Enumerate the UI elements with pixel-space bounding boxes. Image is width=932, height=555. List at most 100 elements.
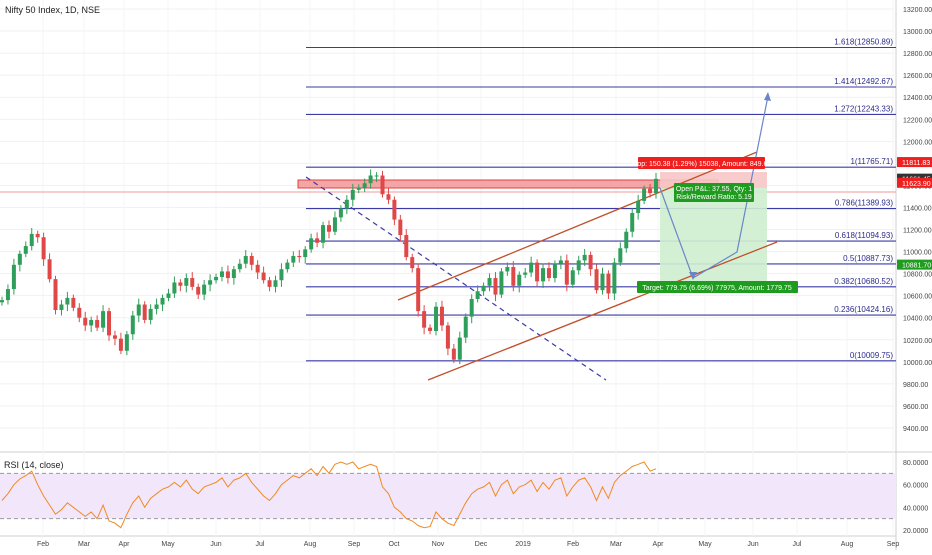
candle-body bbox=[118, 338, 123, 351]
candle-body bbox=[576, 260, 581, 271]
rsi-title: RSI (14, close) bbox=[4, 460, 64, 470]
candle-body bbox=[594, 269, 599, 291]
candle-body bbox=[457, 337, 462, 360]
fib-label: 0.382(10680.52) bbox=[834, 277, 893, 286]
fibonacci-levels: 1.618(12850.89) 1.414(12492.67) 1.272(1224… bbox=[306, 37, 896, 362]
fib-label: 0(10009.75) bbox=[850, 351, 893, 360]
candle-body bbox=[178, 282, 183, 286]
price-tick-label: 10200.00 bbox=[903, 338, 932, 345]
candle-body bbox=[344, 199, 349, 209]
candle-body bbox=[107, 311, 112, 336]
projection-path bbox=[659, 95, 769, 279]
price-tick-label: 12200.00 bbox=[903, 117, 932, 124]
candle-body bbox=[249, 255, 254, 265]
candle-body bbox=[570, 270, 575, 285]
candle-body bbox=[291, 255, 296, 263]
candle-body bbox=[225, 271, 230, 279]
target-label-box bbox=[637, 281, 798, 293]
price-tick-label: 11200.00 bbox=[903, 228, 932, 235]
time-tick-label: Sep bbox=[348, 541, 361, 548]
candle-body bbox=[297, 255, 302, 258]
time-tick-label: Aug bbox=[841, 541, 854, 548]
rsi-tick-label: 40.0000 bbox=[903, 505, 928, 512]
candle-body bbox=[451, 348, 456, 360]
fib-label: 0.786(11389.93) bbox=[835, 199, 893, 208]
candle-body bbox=[231, 269, 236, 279]
fib-label: 0.236(10424.16) bbox=[834, 305, 893, 314]
price-tick-label: 11400.00 bbox=[903, 205, 932, 212]
candle-body bbox=[481, 285, 486, 292]
rsi-tick-label: 80.0000 bbox=[903, 460, 928, 467]
candle-body bbox=[517, 274, 522, 286]
candle-body bbox=[624, 231, 629, 249]
time-tick-label: Sep bbox=[887, 541, 900, 548]
fib-label: 0.618(11094.93) bbox=[835, 231, 893, 240]
candle-body bbox=[321, 225, 326, 243]
candle-body bbox=[362, 183, 367, 188]
candle-body bbox=[5, 289, 10, 301]
candle-body bbox=[416, 268, 421, 312]
candle-body bbox=[535, 262, 540, 282]
candle-body bbox=[552, 263, 557, 279]
chart-title: Nifty 50 Index, 1D, NSE bbox=[5, 5, 100, 15]
time-tick-label: Mar bbox=[610, 541, 623, 548]
time-tick-label: Nov bbox=[432, 541, 445, 548]
candle-body bbox=[243, 255, 248, 264]
candle-body bbox=[112, 335, 117, 339]
fib-label: 1(11765.71) bbox=[850, 157, 893, 166]
candle-body bbox=[160, 297, 165, 305]
candle-body bbox=[630, 212, 635, 232]
target-label: Target: 779.75 (6.69%) 77975, Amount: 17… bbox=[642, 285, 792, 292]
candle-body bbox=[487, 278, 492, 286]
candle-body bbox=[422, 311, 427, 328]
time-tick-label: Apr bbox=[119, 541, 131, 548]
downtrend-line bbox=[305, 176, 607, 381]
candle-body bbox=[600, 273, 605, 291]
candle-body bbox=[65, 297, 70, 305]
projection-arrowhead-up bbox=[764, 92, 771, 101]
candle-body bbox=[511, 267, 516, 286]
time-tick-label: Dec bbox=[475, 541, 488, 548]
candle-body bbox=[35, 233, 40, 238]
candle-body bbox=[184, 278, 189, 286]
time-tick-label: May bbox=[161, 541, 175, 548]
price-badge bbox=[897, 157, 932, 168]
candle-body bbox=[493, 278, 498, 295]
candle-body bbox=[124, 334, 129, 351]
candle-body bbox=[77, 307, 82, 318]
target-zone bbox=[660, 188, 767, 284]
time-tick-label: 2019 bbox=[515, 541, 531, 548]
price-tick-label: 9600.00 bbox=[903, 404, 928, 411]
candle-body bbox=[83, 317, 88, 326]
candle-body bbox=[636, 200, 641, 213]
price-tick-label: 10400.00 bbox=[903, 316, 932, 323]
candle-body bbox=[279, 269, 284, 281]
price-badge-label: 11623.90 bbox=[902, 181, 931, 188]
candle-body bbox=[445, 325, 450, 349]
candle-body bbox=[350, 189, 355, 200]
candle-body bbox=[523, 272, 528, 275]
candle-body bbox=[618, 248, 623, 263]
pnl-label-line2: Risk/Reward Ratio: 5.19 bbox=[676, 194, 752, 201]
time-tick-label: Feb bbox=[37, 541, 49, 548]
candle-body bbox=[380, 175, 385, 195]
candle-body bbox=[392, 199, 397, 220]
rsi-line bbox=[1, 461, 657, 529]
candle-body bbox=[23, 246, 28, 254]
price-axis: 13200.00 13000.00 12800.00 12600.00 12400.00… bbox=[903, 7, 932, 433]
candle-body bbox=[237, 263, 242, 270]
rsi-tick-label: 20.0000 bbox=[903, 528, 928, 535]
candle-body bbox=[564, 260, 569, 285]
fib-label: 1.618(12850.89) bbox=[834, 37, 893, 46]
price-badge bbox=[897, 177, 932, 188]
candle-body bbox=[154, 304, 159, 309]
candle-body bbox=[47, 259, 52, 280]
candle-body bbox=[166, 293, 171, 298]
candle-body bbox=[499, 271, 504, 295]
candle-body bbox=[219, 271, 224, 277]
fib-label: 0.5(10887.73) bbox=[843, 254, 893, 263]
candle-body bbox=[202, 284, 207, 295]
candle-body bbox=[101, 311, 106, 328]
